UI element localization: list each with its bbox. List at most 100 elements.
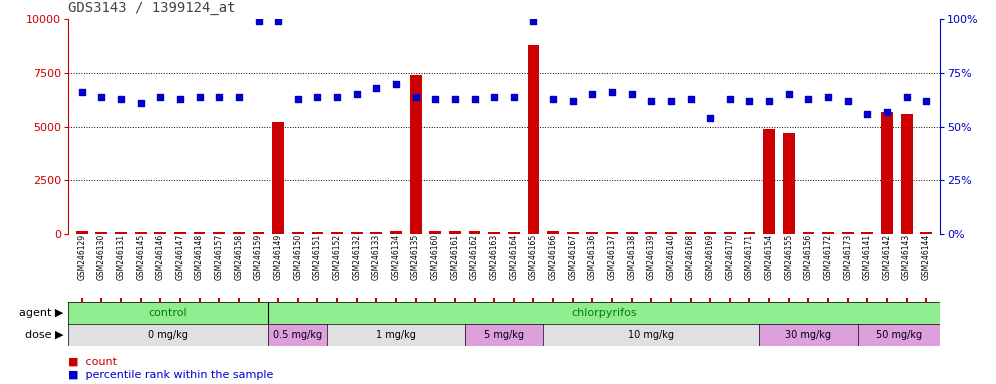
Point	[663, 98, 679, 104]
Text: GSM246170: GSM246170	[725, 234, 734, 280]
Text: GSM246149: GSM246149	[274, 234, 283, 280]
Bar	[68, 302, 268, 324]
Bar	[862, 232, 873, 234]
Point	[447, 96, 463, 102]
Point	[801, 96, 817, 102]
Bar	[68, 324, 268, 346]
Text: GSM246171: GSM246171	[745, 234, 754, 280]
Text: GSM246157: GSM246157	[215, 234, 224, 280]
Text: GSM246140: GSM246140	[666, 234, 675, 280]
Bar	[328, 324, 465, 346]
Text: GSM246168: GSM246168	[686, 234, 695, 280]
Point	[407, 93, 423, 99]
Text: GSM246165: GSM246165	[529, 234, 538, 280]
Text: GSM246172: GSM246172	[824, 234, 833, 280]
Bar	[213, 232, 225, 234]
Point	[918, 98, 934, 104]
Point	[172, 96, 188, 102]
Point	[349, 91, 365, 98]
Text: 0.5 mg/kg: 0.5 mg/kg	[273, 330, 323, 340]
Bar	[465, 324, 543, 346]
Text: GSM246130: GSM246130	[97, 234, 106, 280]
Text: GSM246156: GSM246156	[804, 234, 813, 280]
Point	[643, 98, 659, 104]
Text: 30 mg/kg: 30 mg/kg	[786, 330, 832, 340]
Point	[310, 93, 326, 99]
Text: GSM246167: GSM246167	[569, 234, 578, 280]
Text: GSM246159: GSM246159	[254, 234, 263, 280]
Point	[132, 100, 148, 106]
Point	[879, 109, 895, 115]
Text: GSM246146: GSM246146	[155, 234, 164, 280]
Text: GSM246142: GSM246142	[882, 234, 891, 280]
Bar	[429, 232, 441, 234]
Bar	[920, 232, 932, 234]
Text: chlorpyrifos: chlorpyrifos	[572, 308, 637, 318]
Bar	[763, 129, 775, 234]
Text: 5 mg/kg: 5 mg/kg	[484, 330, 524, 340]
Bar	[449, 231, 461, 234]
Text: GDS3143 / 1399124_at: GDS3143 / 1399124_at	[68, 2, 235, 15]
Text: GSM246134: GSM246134	[391, 234, 400, 280]
Bar	[233, 232, 245, 234]
Point	[114, 96, 129, 102]
Point	[781, 91, 797, 98]
Point	[682, 96, 698, 102]
Text: GSM246136: GSM246136	[588, 234, 597, 280]
Bar	[724, 232, 736, 234]
Point	[369, 85, 384, 91]
Bar	[409, 75, 421, 234]
Text: ■  percentile rank within the sample: ■ percentile rank within the sample	[68, 370, 273, 380]
Text: ■  count: ■ count	[68, 357, 117, 367]
Text: GSM246147: GSM246147	[175, 234, 184, 280]
Text: agent ▶: agent ▶	[19, 308, 63, 318]
Text: GSM246169: GSM246169	[706, 234, 715, 280]
Point	[486, 93, 502, 99]
Text: GSM246144: GSM246144	[921, 234, 930, 280]
Bar	[528, 45, 540, 234]
Point	[191, 93, 207, 99]
Point	[251, 18, 267, 25]
Text: GSM246173: GSM246173	[844, 234, 853, 280]
Point	[742, 98, 758, 104]
Point	[94, 93, 110, 99]
Text: control: control	[148, 308, 187, 318]
Bar	[134, 232, 146, 234]
Text: GSM246143: GSM246143	[902, 234, 911, 280]
Text: 10 mg/kg: 10 mg/kg	[628, 330, 674, 340]
Bar	[645, 232, 657, 234]
Bar	[371, 232, 382, 234]
Bar	[508, 232, 520, 234]
Point	[565, 98, 581, 104]
Point	[545, 96, 561, 102]
Point	[506, 93, 522, 99]
Bar	[312, 232, 324, 234]
Bar	[390, 232, 401, 234]
Point	[526, 18, 542, 25]
Bar	[704, 232, 716, 234]
Point	[702, 115, 718, 121]
Text: GSM246151: GSM246151	[313, 234, 322, 280]
Text: GSM246166: GSM246166	[549, 234, 558, 280]
Bar	[858, 324, 940, 346]
Bar	[684, 232, 696, 234]
Bar	[543, 324, 759, 346]
Bar	[881, 112, 892, 234]
Bar	[154, 232, 166, 234]
Bar	[842, 232, 854, 234]
Text: GSM246139: GSM246139	[646, 234, 655, 280]
Text: GSM246131: GSM246131	[117, 234, 125, 280]
Point	[761, 98, 777, 104]
Text: GSM246133: GSM246133	[372, 234, 380, 280]
Text: GSM246158: GSM246158	[234, 234, 243, 280]
Bar	[174, 232, 186, 234]
Bar	[587, 232, 599, 234]
Bar	[822, 232, 834, 234]
Point	[388, 81, 404, 87]
Text: GSM246160: GSM246160	[430, 234, 440, 280]
Point	[466, 96, 482, 102]
Point	[152, 93, 168, 99]
Point	[820, 93, 836, 99]
Bar	[253, 232, 264, 234]
Point	[290, 96, 306, 102]
